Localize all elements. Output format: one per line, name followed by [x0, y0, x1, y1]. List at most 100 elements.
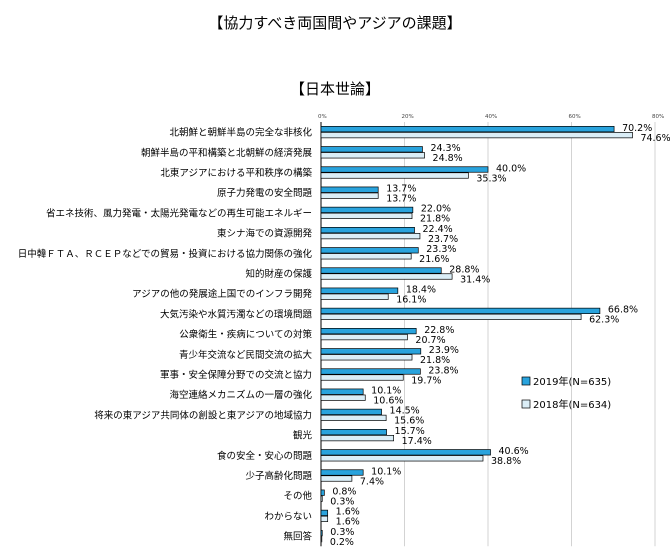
bar-2019	[320, 449, 491, 456]
bar-2018	[320, 414, 387, 421]
bar-2018	[320, 172, 469, 179]
data-label-2019: 10.1%	[371, 466, 401, 477]
category-label: わからない	[264, 511, 312, 522]
bar-2018	[320, 374, 404, 381]
data-label-2018: 35.3%	[476, 173, 506, 184]
category-label: 省エネ技術、風力発電・太陽光発電などの再生可能エネルギー	[46, 207, 312, 219]
legend-label-2019: 2019年(N=635)	[533, 375, 611, 388]
legend-swatch-2019	[521, 376, 531, 386]
data-label-2018: 19.7%	[411, 375, 441, 386]
data-label-2018: 21.8%	[420, 355, 450, 366]
data-label-2019: 13.7%	[386, 183, 416, 194]
bar-2018	[320, 535, 323, 543]
x-tick-label: 20%	[402, 114, 414, 120]
bar-2018	[320, 293, 389, 300]
bar-2019	[320, 146, 423, 153]
data-label-2018: 10.6%	[373, 395, 403, 406]
chart-title: 【協力すべき両国間やアジアの課題】	[208, 14, 462, 32]
data-label-2019: 0.8%	[332, 486, 356, 497]
bar-2019	[320, 267, 442, 274]
bar-2019	[320, 227, 415, 234]
chart-subtitle: 【日本世論】	[289, 80, 380, 98]
bar-2019	[320, 247, 419, 254]
data-label-2019: 66.8%	[608, 305, 638, 316]
data-label-2018: 13.7%	[386, 193, 416, 204]
bar-2019	[320, 328, 417, 335]
data-label-2018: 62.3%	[589, 315, 619, 326]
data-label-2018: 31.4%	[460, 274, 490, 285]
category-label: その他	[283, 490, 312, 502]
category-label: 食の安全・安心の問題	[217, 450, 313, 462]
bar-2019	[320, 186, 379, 193]
bar-2018	[320, 354, 413, 361]
data-label-2018: 1.6%	[336, 517, 360, 528]
data-label-2018: 24.8%	[433, 153, 463, 164]
bar-2018	[320, 192, 379, 199]
bar-2019	[320, 429, 387, 436]
x-tick-label: 80%	[652, 114, 664, 120]
data-label-2019: 23.8%	[428, 365, 458, 376]
bar-2018	[320, 455, 484, 462]
category-label: 日中韓ＦＴＡ、ＲＣＥＰなどでの貿易・投資における協力関係の強化	[18, 248, 313, 260]
data-label-2019: 22.4%	[423, 224, 453, 235]
data-label-2019: 18.4%	[406, 284, 436, 295]
data-label-2019: 22.8%	[424, 325, 454, 336]
bar-2019	[320, 469, 364, 476]
category-label: 観光	[293, 430, 313, 442]
category-label: 将来の東アジア共同体の創設と東アジアの地域協力	[94, 409, 312, 421]
category-label: 東シナ海での資源開発	[217, 228, 313, 240]
x-tick-label: 0%	[318, 114, 327, 120]
bar-2018	[320, 152, 425, 159]
bar-2019	[320, 529, 323, 537]
bar-2019	[320, 206, 414, 213]
bar-2019	[320, 509, 329, 516]
data-label-2019: 0.3%	[330, 527, 354, 538]
bar-2018	[320, 475, 353, 482]
bar-2018	[320, 394, 366, 401]
bar-2018	[320, 334, 408, 341]
data-label-2019: 15.7%	[395, 426, 425, 437]
data-label-2018: 15.6%	[394, 416, 424, 427]
data-label-2018: 21.6%	[419, 254, 449, 265]
data-label-2018: 16.1%	[396, 294, 426, 305]
data-label-2018: 17.4%	[402, 436, 432, 447]
data-label-2018: 20.7%	[415, 335, 445, 346]
data-label-2019: 40.6%	[499, 446, 529, 457]
data-label-2018: 0.2%	[330, 537, 354, 548]
bar-2018	[320, 273, 453, 280]
data-label-2019: 24.3%	[430, 143, 460, 154]
data-label-2019: 28.8%	[449, 264, 479, 275]
category-label: 公衆衛生・疾病についての対策	[179, 329, 312, 341]
bar-2019	[320, 307, 601, 314]
category-label: 大気汚染や水質汚濁などの環境問題	[160, 308, 313, 320]
category-label: 無回答	[283, 531, 312, 543]
category-label: 青少年交流など民間交流の拡大	[179, 349, 313, 361]
data-label-2019: 23.9%	[429, 345, 459, 356]
bar-2018	[320, 132, 633, 139]
data-label-2018: 7.4%	[360, 476, 384, 487]
category-label: 海空連絡メカニズムの一層の強化	[169, 389, 312, 401]
legend-label-2018: 2018年(N=634)	[533, 398, 611, 411]
bar-2018	[320, 253, 412, 260]
category-label: 軍事・安全保障分野での交流と協力	[160, 369, 312, 381]
bar-2018	[320, 212, 413, 219]
data-label-2019: 14.5%	[390, 406, 420, 417]
bar-2019	[320, 287, 399, 294]
data-label-2018: 38.8%	[491, 456, 521, 467]
data-label-2018: 23.7%	[428, 234, 458, 245]
bar-2018	[320, 515, 329, 523]
data-label-2019: 40.0%	[496, 163, 526, 174]
data-label-2018: 0.3%	[330, 496, 354, 507]
data-label-2019: 23.3%	[426, 244, 456, 255]
x-tick-label: 60%	[569, 114, 581, 120]
bar-2018	[320, 435, 394, 442]
bar-2019	[320, 408, 382, 415]
category-label: 知的財産の保護	[245, 268, 312, 280]
data-label-2018: 21.8%	[420, 214, 450, 225]
category-label: 北東アジアにおける平和秩序の構築	[160, 167, 312, 179]
category-label: 朝鮮半島の平和構築と北朝鮮の経済発展	[141, 147, 313, 159]
bar-2019	[320, 489, 325, 496]
data-label-2019: 22.0%	[421, 204, 451, 215]
data-label-2019: 10.1%	[371, 385, 401, 396]
